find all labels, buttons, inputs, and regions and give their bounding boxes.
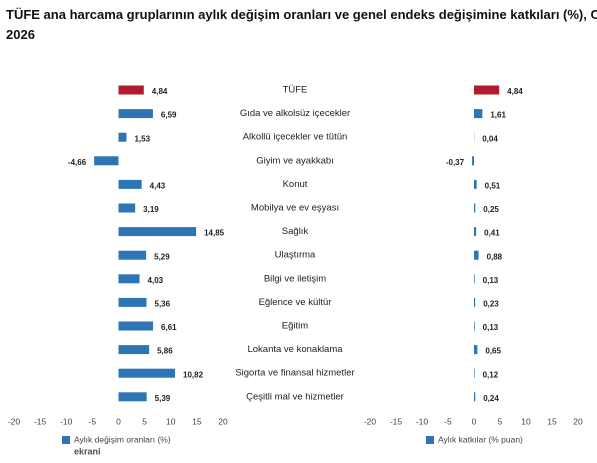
bar	[118, 368, 176, 378]
category-label: Eğlence ve kültür	[259, 297, 332, 308]
category-label: TÜFE	[283, 85, 308, 96]
bar	[474, 345, 478, 355]
x-tick-label: 0	[472, 416, 477, 426]
bar	[474, 250, 479, 260]
bar	[118, 392, 147, 402]
bar	[118, 321, 154, 331]
category-label: Ulaştırma	[275, 250, 316, 261]
bar	[118, 227, 197, 237]
value-label: 10,82	[183, 370, 204, 379]
bar	[474, 109, 483, 119]
bar	[474, 85, 500, 95]
category-label: Sigorta ve finansal hizmetler	[235, 368, 354, 379]
category-label: Lokanta ve konaklama	[247, 344, 343, 355]
x-tick-label: -10	[60, 416, 73, 426]
legend-label: Aylık değişim oranları (%)	[74, 434, 171, 444]
category-label: Çeşitli mal ve hizmetler	[246, 391, 344, 402]
value-label: -0,37	[446, 158, 465, 167]
category-label: Giyim ve ayakkabı	[256, 155, 334, 166]
category-label: Bilgi ve iletişim	[264, 273, 326, 284]
value-label: 0,25	[483, 205, 499, 214]
x-tick-label: 10	[166, 416, 176, 426]
x-tick-label: -20	[8, 416, 21, 426]
x-tick-label: 0	[116, 416, 121, 426]
bar	[474, 179, 477, 189]
category-label: Eğitim	[282, 321, 308, 332]
value-label: 0,04	[482, 134, 498, 143]
bar	[474, 227, 477, 237]
x-tick-label: 15	[192, 416, 202, 426]
x-tick-label: 5	[142, 416, 147, 426]
x-tick-label: -5	[444, 416, 452, 426]
legend-label: Aylık katkılar (% puan)	[438, 434, 523, 444]
value-label: 4,03	[148, 276, 164, 285]
x-tick-label: -20	[364, 416, 377, 426]
value-label: 5,36	[155, 300, 171, 309]
value-label: 5,29	[154, 252, 170, 261]
category-label: Konut	[283, 179, 308, 190]
value-label: 3,19	[143, 205, 159, 214]
value-label: 0,13	[483, 276, 499, 285]
x-tick-label: -15	[390, 416, 403, 426]
bar	[118, 109, 153, 119]
bar	[474, 274, 475, 284]
bar	[94, 156, 119, 166]
value-label: 4,84	[507, 87, 523, 96]
bar	[118, 297, 147, 307]
value-label: 0,12	[483, 370, 499, 379]
bar	[118, 132, 127, 142]
legend-swatch	[62, 436, 70, 444]
x-tick-label: 15	[547, 416, 557, 426]
value-label: 5,86	[157, 347, 173, 356]
bar	[118, 179, 142, 189]
value-label: 0,13	[483, 323, 499, 332]
value-label: 14,85	[204, 229, 225, 238]
bar	[474, 368, 475, 378]
value-label: 0,51	[485, 182, 501, 191]
chart-title: TÜFE ana harcama gruplarının aylık değiş…	[6, 7, 597, 42]
value-label: 0,65	[485, 347, 501, 356]
category-label: Sağlık	[282, 226, 309, 237]
value-label: -4,66	[68, 158, 87, 167]
x-tick-label: -5	[89, 416, 97, 426]
x-tick-label: -10	[416, 416, 429, 426]
value-label: 0,41	[484, 229, 500, 238]
value-label: 1,53	[134, 134, 150, 143]
bar	[474, 297, 476, 307]
bar	[118, 85, 144, 95]
value-label: 6,59	[161, 111, 177, 120]
watermark: ekrani	[74, 446, 101, 456]
category-label: Mobilya ve ev eşyası	[251, 203, 339, 214]
value-label: 0,24	[483, 394, 499, 403]
category-label: Gıda ve alkolsüz içecekler	[240, 108, 350, 119]
bar	[118, 203, 136, 213]
value-label: 0,88	[487, 252, 503, 261]
value-label: 0,23	[483, 300, 499, 309]
bar	[472, 156, 474, 166]
value-label: 4,43	[150, 182, 166, 191]
bar	[474, 392, 476, 402]
legend-swatch	[426, 436, 434, 444]
value-label: 4,84	[152, 87, 168, 96]
category-label: Alkollü içecekler ve tütün	[243, 132, 348, 143]
bar	[118, 274, 140, 284]
value-label: 1,61	[490, 111, 506, 120]
value-label: 5,39	[155, 394, 171, 403]
x-tick-label: 5	[498, 416, 503, 426]
bar	[118, 250, 147, 260]
x-tick-label: 20	[573, 416, 583, 426]
x-tick-label: -15	[34, 416, 47, 426]
x-tick-label: 10	[521, 416, 531, 426]
x-tick-label: 20	[218, 416, 228, 426]
value-label: 6,61	[161, 323, 177, 332]
bar	[474, 203, 476, 213]
bar	[474, 321, 475, 331]
bar	[118, 345, 150, 355]
